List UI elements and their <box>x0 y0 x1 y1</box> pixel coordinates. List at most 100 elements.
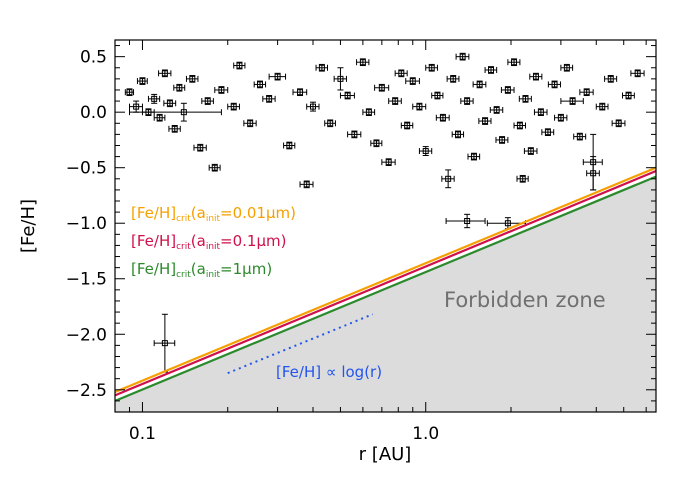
data-point <box>124 88 135 97</box>
plot-frame <box>114 39 657 413</box>
data-point <box>158 69 172 78</box>
data-point <box>233 61 246 70</box>
data-point <box>262 95 276 103</box>
data-point <box>431 91 444 100</box>
data-point <box>168 125 181 133</box>
y-axis: 0.5 0.0 −0.5 −1.0 −1.5 −2.0 −2.5 <box>66 45 656 402</box>
data-point <box>347 130 362 139</box>
data-point <box>604 75 618 83</box>
y-tick-label: −2.5 <box>66 381 107 401</box>
data-point <box>418 146 433 156</box>
data-point <box>446 75 460 83</box>
data-point <box>333 67 347 91</box>
data-point <box>554 113 568 122</box>
data-point <box>306 101 320 112</box>
data-point <box>299 180 314 189</box>
data-point <box>518 95 532 103</box>
forbidden-zone-label: Forbidden zone <box>444 288 606 312</box>
critical-lines <box>114 166 657 402</box>
data-point <box>529 72 543 81</box>
data-point <box>339 91 355 100</box>
data-point <box>292 88 308 97</box>
y-tick-label: −1.5 <box>66 270 107 290</box>
forbidden-zone <box>115 176 656 412</box>
data-point <box>128 102 222 122</box>
data-point <box>253 80 267 89</box>
data-point <box>560 63 574 72</box>
data-point <box>533 108 548 117</box>
data-point <box>147 93 161 104</box>
data-point <box>388 97 402 105</box>
data-point <box>283 141 296 150</box>
data-point <box>441 169 455 189</box>
data-point <box>370 139 383 148</box>
y-tick-label: 0.5 <box>80 48 107 68</box>
critical-line-0 <box>114 166 657 394</box>
legend-entry-1: [Fe/H]crit(ainit=1µm) <box>131 260 272 280</box>
data-point <box>374 83 390 92</box>
data-point <box>630 69 645 78</box>
data-point <box>445 213 486 229</box>
data-point <box>362 108 376 117</box>
critical-line-2 <box>114 175 657 402</box>
proportionality-line <box>227 313 374 375</box>
data-point <box>495 136 509 144</box>
data-point <box>243 119 257 128</box>
proportionality-label: [Fe/H] ∝ log(r) <box>276 363 382 381</box>
data-point <box>460 97 474 105</box>
x-axis-label: r [AU] <box>359 444 412 465</box>
data-point <box>478 117 492 125</box>
data-point <box>227 102 240 111</box>
data-point <box>621 91 635 100</box>
data-point <box>400 121 414 130</box>
data-point <box>425 63 438 72</box>
data-point <box>484 66 498 74</box>
data-point <box>214 86 229 94</box>
data-point <box>136 77 148 85</box>
data-point <box>611 119 626 128</box>
data-point <box>435 113 450 122</box>
data-point <box>507 58 521 67</box>
y-tick-label: −0.5 <box>66 159 107 179</box>
data-point <box>455 52 470 61</box>
data-point <box>356 58 370 67</box>
data-point <box>516 174 529 183</box>
data-point <box>500 86 515 94</box>
data-point <box>405 77 420 85</box>
data-point <box>560 97 584 105</box>
data-point <box>208 163 221 172</box>
data-point <box>547 80 561 89</box>
data-point <box>467 152 481 161</box>
data-point <box>451 130 465 139</box>
legend-entry-0001: [Fe/H]crit(ainit=0.01µm) <box>131 204 296 224</box>
data-point <box>324 119 336 128</box>
legend: [Fe/H]crit(ainit=0.01µm) [Fe/H]crit(aini… <box>131 204 296 280</box>
y-tick-label: −2.0 <box>66 325 107 345</box>
data-points <box>124 52 645 373</box>
x-axis: 0.1 1.0 <box>114 40 647 444</box>
y-tick-label: −1.0 <box>66 214 107 234</box>
data-point <box>185 75 199 83</box>
data-point <box>579 88 594 97</box>
data-point <box>268 72 287 81</box>
data-point <box>315 63 328 72</box>
data-point <box>489 106 504 114</box>
y-tick-label: 0.0 <box>80 103 107 123</box>
data-point <box>513 121 526 130</box>
data-point <box>394 69 408 78</box>
data-point <box>153 113 166 122</box>
data-point <box>381 158 396 166</box>
data-point <box>173 83 186 92</box>
data-point <box>412 102 427 111</box>
data-point <box>201 97 214 105</box>
data-point <box>582 133 603 191</box>
y-axis-label: [Fe/H] <box>18 199 39 253</box>
legend-entry-01: [Fe/H]crit(ainit=0.1µm) <box>131 232 286 252</box>
x-tick-label: 1.0 <box>412 424 439 444</box>
data-point <box>523 147 538 155</box>
data-point <box>573 132 587 141</box>
data-point <box>595 102 609 111</box>
data-point <box>472 80 487 89</box>
x-tick-label: 0.1 <box>129 424 156 444</box>
